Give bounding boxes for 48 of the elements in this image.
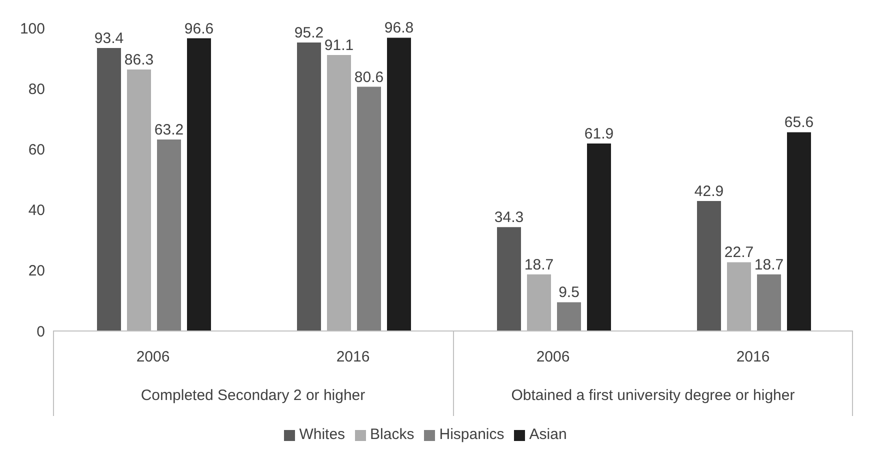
- x-tick-label: 2006: [136, 348, 170, 366]
- y-tick-label: 40: [28, 202, 45, 220]
- data-label: 9.5: [558, 284, 580, 302]
- data-label: 63.2: [154, 122, 184, 139]
- y-tick-label: 20: [28, 262, 45, 280]
- legend-label: Hispanics: [439, 426, 504, 443]
- bar: [327, 54, 351, 331]
- bar: [157, 140, 181, 331]
- bar: [587, 143, 611, 331]
- data-label: 65.6: [784, 114, 814, 132]
- bar: [527, 274, 551, 331]
- data-label: 61.9: [584, 125, 614, 142]
- legend-label: Asian: [529, 426, 567, 443]
- bar: [357, 86, 381, 331]
- data-label: 86.3: [124, 52, 154, 69]
- text: Obtained a first university degree or higher: [510, 387, 796, 404]
- data-label: 42.9: [694, 183, 724, 200]
- legend-label: Whites: [299, 426, 346, 443]
- data-label: 80.6: [354, 68, 384, 86]
- bar: [97, 48, 121, 331]
- bar: [697, 201, 721, 331]
- bar: [187, 38, 211, 331]
- bar: [127, 70, 151, 331]
- data-label: 95.2: [294, 24, 324, 42]
- y-tick-label: 100: [20, 20, 45, 38]
- x-tick-label: 2006: [536, 348, 570, 366]
- bar: [387, 38, 411, 331]
- data-label: 91.1: [324, 36, 354, 54]
- bar: [497, 227, 521, 331]
- y-tick-label: 80: [28, 80, 45, 98]
- data-label: 18.7: [754, 256, 784, 274]
- legend-label: Blacks: [370, 426, 414, 443]
- data-label: 96.6: [184, 20, 214, 38]
- data-label: 96.8: [384, 20, 414, 37]
- bar: [787, 132, 811, 331]
- x-tick-label: 2016: [736, 348, 770, 366]
- y-tick-label: 0: [36, 323, 45, 340]
- bar: [727, 262, 751, 331]
- x-tick-label: 2016: [336, 348, 370, 366]
- data-label: 18.7: [524, 256, 554, 274]
- bar: [297, 42, 321, 331]
- y-tick-label: 60: [28, 142, 45, 159]
- bar: [557, 302, 581, 331]
- data-label: 22.7: [724, 244, 754, 262]
- text: Completed Secondary 2 or higher: [140, 387, 366, 404]
- data-label: 93.4: [94, 30, 124, 47]
- bar: [757, 274, 781, 331]
- data-label: 34.3: [494, 209, 524, 226]
